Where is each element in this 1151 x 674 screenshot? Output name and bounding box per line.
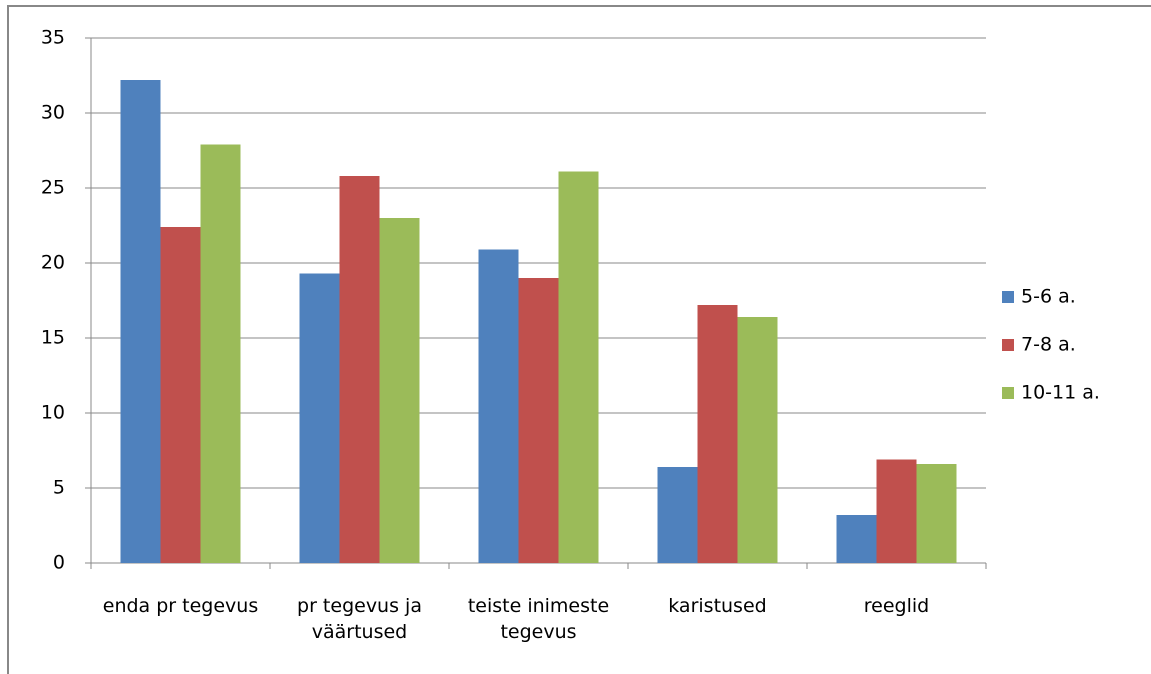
legend-swatch — [1002, 291, 1014, 303]
chart-border — [7, 5, 1151, 674]
y-tick-label: 20 — [41, 252, 65, 274]
bar — [558, 171, 599, 563]
bar — [160, 227, 201, 563]
bar — [379, 218, 420, 563]
x-tick-label: pr tegevus ja väärtused — [297, 595, 422, 643]
y-tick-label: 0 — [53, 552, 65, 574]
bar — [876, 459, 917, 563]
bar — [697, 305, 738, 563]
bar — [478, 249, 519, 563]
bar — [518, 278, 559, 563]
legend-label: 10-11 a. — [1021, 382, 1100, 404]
legend-swatch — [1002, 387, 1014, 399]
x-tick-label: karistused — [668, 595, 767, 617]
y-tick-label: 15 — [41, 327, 65, 349]
bar — [836, 515, 877, 563]
bar — [299, 273, 340, 563]
bar — [657, 467, 698, 563]
bar — [737, 317, 778, 563]
bar — [916, 464, 957, 563]
y-tick-label: 5 — [53, 477, 65, 499]
x-tick-label: reeglid — [863, 595, 930, 617]
y-tick-label: 30 — [41, 102, 65, 124]
bar — [339, 176, 380, 563]
legend-swatch — [1002, 339, 1014, 351]
x-tick-label: enda pr tegevus — [102, 595, 259, 617]
bar — [120, 80, 161, 563]
legend-label: 7-8 a. — [1021, 334, 1076, 356]
bar — [200, 144, 241, 563]
x-tick-label: teiste inimeste tegevus — [467, 595, 610, 643]
legend-label: 5-6 a. — [1021, 286, 1076, 308]
y-tick-label: 25 — [41, 177, 65, 199]
y-tick-label: 10 — [41, 402, 65, 424]
y-tick-label: 35 — [41, 27, 65, 49]
